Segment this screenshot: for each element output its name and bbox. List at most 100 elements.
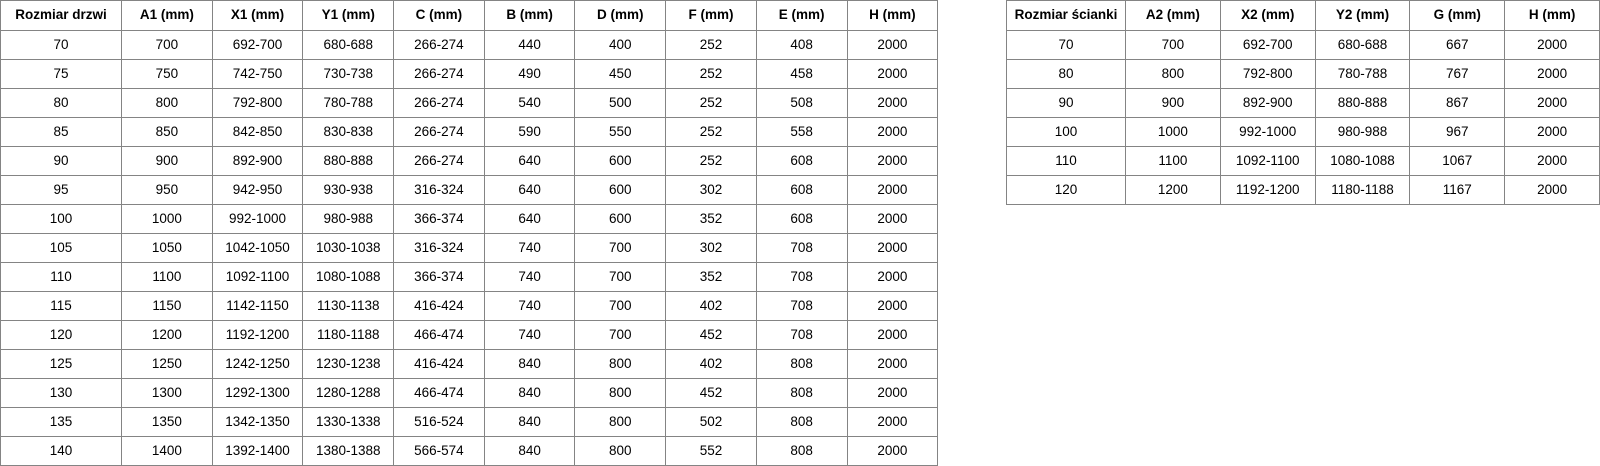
table-cell: 708 (755, 291, 848, 321)
table-cell: 316-324 (393, 175, 485, 205)
table-row: 75 750 742-750 730-738 266-274 490 450 252 458 20… (0, 59, 939, 89)
table-cell: 416-424 (393, 291, 485, 321)
table-cell: 792-800 (1219, 59, 1316, 89)
table-cell: 700 (574, 291, 667, 321)
table-cell: 1042-1050 (211, 233, 304, 263)
table-cell: 450 (574, 59, 667, 89)
table-cell: 1200 (121, 320, 213, 350)
table-cell: 552 (665, 436, 757, 466)
table-cell: 366-374 (393, 204, 485, 234)
table-cell: 600 (574, 175, 667, 205)
table-cell: 1030-1038 (302, 233, 395, 263)
table-cell: 640 (483, 204, 576, 234)
wall-size-cell: 110 (1006, 146, 1126, 176)
table-cell: 266-274 (393, 30, 485, 60)
table-cell: 730-738 (302, 59, 395, 89)
table-cell: 1092-1100 (211, 262, 304, 292)
table-cell: 840 (483, 378, 576, 408)
table-cell: 840 (483, 436, 576, 466)
table-cell: 2000 (1504, 117, 1600, 147)
table-cell: 708 (755, 262, 848, 292)
table-cell: 1330-1338 (302, 407, 395, 437)
table-row: 90 900 892-900 880-888 867 2000 (1006, 88, 1600, 118)
table-cell: 700 (121, 30, 213, 60)
table-cell: 667 (1409, 30, 1506, 60)
table-cell: 1130-1138 (302, 291, 395, 321)
table-cell: 2000 (846, 204, 939, 234)
table-cell: 708 (755, 233, 848, 263)
table-cell: 700 (574, 233, 667, 263)
table-cell: 900 (121, 146, 213, 176)
table-cell: 1250 (121, 349, 213, 379)
table-row: 100 1000 992-1000 980-988 366-374 640 600 352 60… (0, 204, 939, 234)
doors-column-header: E (mm) (755, 0, 848, 31)
wall-column-header: Rozmiar ścianki (1006, 0, 1126, 31)
table-cell: 252 (665, 88, 757, 118)
table-cell: 252 (665, 117, 757, 147)
doors-size-cell: 140 (0, 436, 122, 466)
table-row: 130 1300 1292-1300 1280-1288 466-474 840 800 45… (0, 378, 939, 408)
table-cell: 892-900 (211, 146, 304, 176)
doors-size-cell: 115 (0, 291, 122, 321)
table-cell: 692-700 (211, 30, 304, 60)
doors-size-cell: 135 (0, 407, 122, 437)
table-cell: 767 (1409, 59, 1506, 89)
table-cell: 850 (121, 117, 213, 147)
doors-column-header: Rozmiar drzwi (0, 0, 122, 31)
table-cell: 440 (483, 30, 576, 60)
table-cell: 500 (574, 88, 667, 118)
table-cell: 808 (755, 349, 848, 379)
table-cell: 2000 (1504, 146, 1600, 176)
table-cell: 2000 (1504, 175, 1600, 205)
table-cell: 1230-1238 (302, 349, 395, 379)
wall-size-cell: 120 (1006, 175, 1126, 205)
table-row: 70 700 692-700 680-688 667 2000 (1006, 30, 1600, 60)
doors-size-cell: 110 (0, 262, 122, 292)
table-cell: 1242-1250 (211, 349, 304, 379)
table-cell: 780-788 (1314, 59, 1411, 89)
table-cell: 967 (1409, 117, 1506, 147)
table-cell: 2000 (846, 407, 939, 437)
table-cell: 680-688 (302, 30, 395, 60)
table-cell: 466-474 (393, 320, 485, 350)
table-cell: 740 (483, 320, 576, 350)
wall-size-cell: 70 (1006, 30, 1126, 60)
table-cell: 792-800 (211, 88, 304, 118)
table-cell: 2000 (1504, 88, 1600, 118)
table-cell: 558 (755, 117, 848, 147)
table-row: 140 1400 1392-1400 1380-1388 566-574 840 800 55… (0, 436, 939, 466)
table-cell: 1392-1400 (211, 436, 304, 466)
table-cell: 2000 (1504, 59, 1600, 89)
table-cell: 1142-1150 (211, 291, 304, 321)
table-cell: 692-700 (1219, 30, 1316, 60)
table-cell: 316-324 (393, 233, 485, 263)
table-cell: 1380-1388 (302, 436, 395, 466)
table-cell: 700 (1125, 30, 1221, 60)
doors-column-header: Y1 (mm) (302, 0, 395, 31)
table-cell: 1100 (121, 262, 213, 292)
doors-table-head: Rozmiar drzwi A1 (mm) X1 (mm) Y1 (mm) C (mm)… (0, 0, 939, 31)
table-cell: 740 (483, 291, 576, 321)
table-cell: 708 (755, 320, 848, 350)
table-cell: 1080-1088 (302, 262, 395, 292)
doors-table-body: 70 700 692-700 680-688 266-274 440 400 252 408 20… (0, 30, 939, 466)
doors-column-header: D (mm) (574, 0, 667, 31)
table-cell: 1180-1188 (1314, 175, 1411, 205)
doors-size-cell: 120 (0, 320, 122, 350)
table-cell: 2000 (846, 320, 939, 350)
doors-column-header: H (mm) (846, 0, 939, 31)
table-cell: 600 (574, 146, 667, 176)
table-row: 85 850 842-850 830-838 266-274 590 550 252 558 20… (0, 117, 939, 147)
door-size-specification-table: Rozmiar drzwi A1 (mm) X1 (mm) Y1 (mm) C (mm)… (0, 0, 939, 466)
doors-header-row: Rozmiar drzwi A1 (mm) X1 (mm) Y1 (mm) C (mm)… (0, 0, 939, 31)
table-cell: 452 (665, 320, 757, 350)
table-cell: 2000 (846, 291, 939, 321)
wall-table-head: Rozmiar ścianki A2 (mm) X2 (mm) Y2 (mm) G (m… (1006, 0, 1600, 31)
table-row: 105 1050 1042-1050 1030-1038 316-324 740 700 30… (0, 233, 939, 263)
table-cell: 800 (574, 349, 667, 379)
doors-column-header: F (mm) (665, 0, 757, 31)
table-cell: 640 (483, 175, 576, 205)
table-cell: 590 (483, 117, 576, 147)
table-cell: 1180-1188 (302, 320, 395, 350)
